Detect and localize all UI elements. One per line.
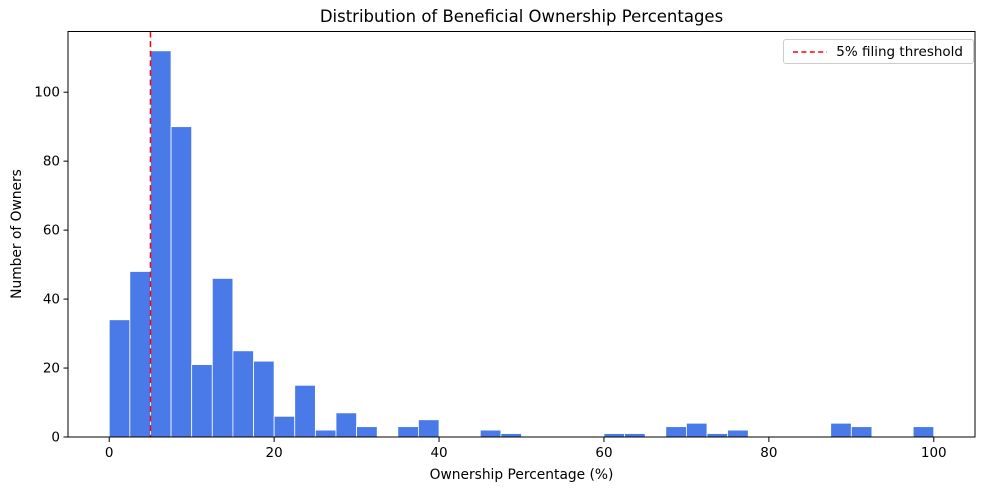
x-tick-label: 0	[105, 445, 114, 461]
legend: 5% filing threshold	[783, 39, 974, 64]
histogram-bar	[624, 433, 646, 438]
histogram-bar	[686, 422, 708, 438]
chart-title: Distribution of Beneficial Ownership Per…	[319, 7, 724, 26]
x-tick-label: 80	[760, 445, 777, 461]
histogram-bar	[727, 429, 749, 438]
y-tick-label: 40	[43, 292, 60, 308]
histogram-bar	[273, 415, 296, 438]
histogram-bar	[706, 433, 729, 438]
histogram-bar	[397, 426, 419, 438]
y-tick-label: 0	[51, 430, 60, 446]
histogram-bar	[170, 126, 193, 438]
histogram-bar	[912, 426, 935, 438]
plot-border	[67, 31, 976, 438]
y-tick-label: 60	[43, 223, 60, 239]
histogram-bar	[108, 319, 131, 438]
histogram-bar	[418, 419, 440, 438]
histogram-bar	[665, 426, 687, 438]
histogram-bar	[232, 350, 254, 438]
y-tick-label: 20	[43, 361, 60, 377]
x-axis-label: Ownership Percentage (%)	[429, 467, 614, 483]
y-axis-label: Number of Owners	[9, 169, 25, 299]
histogram-bar	[150, 50, 172, 438]
histogram-bar	[850, 426, 873, 438]
x-tick-label: 40	[430, 445, 447, 461]
histogram-bar	[479, 429, 502, 438]
histogram-bar	[294, 384, 316, 438]
x-tick-label: 100	[921, 445, 947, 461]
y-tick-label: 80	[43, 154, 60, 170]
histogram-bar	[335, 412, 357, 438]
legend-dash-swatch	[793, 50, 828, 53]
x-tick-label: 20	[266, 445, 283, 461]
histogram-bar	[356, 426, 378, 438]
histogram-bar	[500, 433, 522, 438]
histogram-bar	[129, 271, 151, 438]
histogram-bar	[211, 277, 234, 438]
histogram-bar	[191, 364, 213, 438]
histogram-bar	[603, 433, 625, 438]
legend-label: 5% filing threshold	[836, 43, 963, 60]
histogram-bar	[253, 360, 275, 438]
histogram-bar	[314, 429, 337, 438]
x-tick-label: 60	[595, 445, 612, 461]
y-tick-label: 100	[34, 85, 60, 101]
histogram-bar	[830, 422, 852, 438]
